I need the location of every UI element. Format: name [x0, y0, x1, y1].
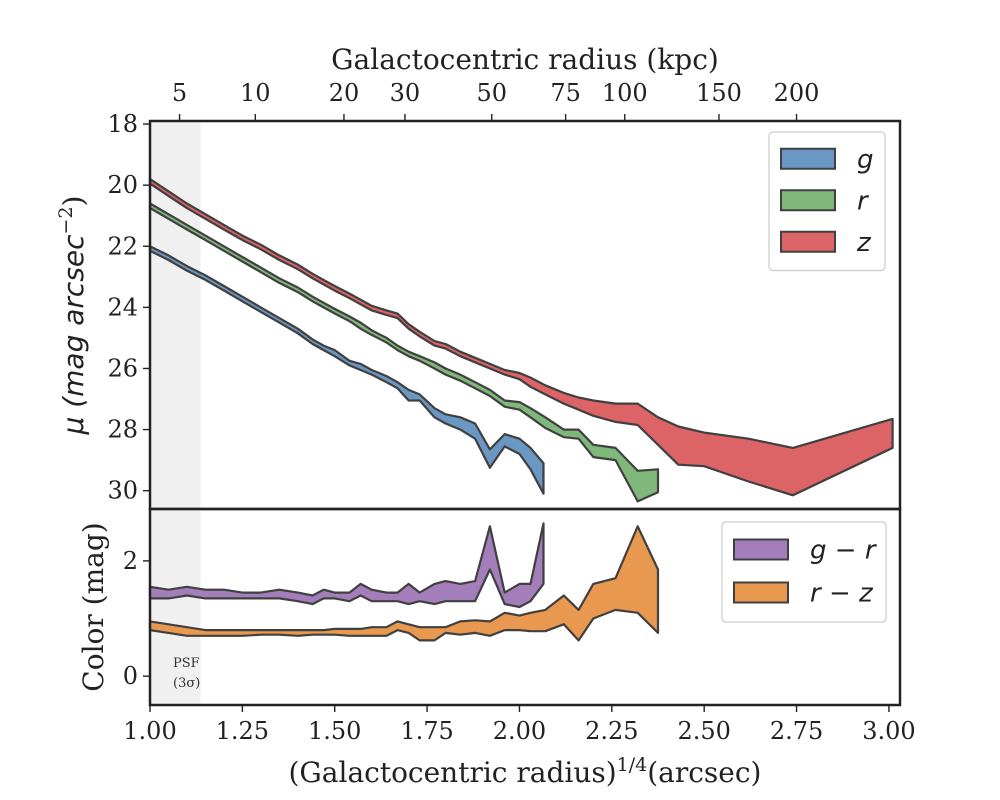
x-tick-label: 2.50	[677, 717, 730, 745]
y-tick-label: 30	[107, 477, 138, 505]
y-axis-label-close: )	[57, 196, 90, 207]
y-tick-label: 24	[107, 293, 138, 321]
legend-label-z: z	[856, 228, 872, 258]
top-x-tick-label: 20	[329, 79, 360, 107]
top-x-axis-kpc: 5 10 20 30 50 75 100 150 200	[172, 79, 820, 121]
x-axis-label-unit: (arcsec)	[647, 756, 761, 789]
top-x-tick-label: 200	[774, 79, 820, 107]
x-tick-label: 2.25	[585, 717, 638, 745]
legend-swatch-g	[780, 147, 836, 170]
top-x-tick-label: 100	[602, 79, 648, 107]
x-tick-label: 3.00	[862, 717, 915, 745]
psf-label-line2: (3σ)	[173, 676, 200, 691]
top-x-tick-label: 5	[172, 79, 187, 107]
legend-label-r: r	[857, 186, 870, 216]
band-g	[148, 245, 545, 495]
legend-swatch-r-z	[733, 581, 789, 604]
x-axis-label-main: (Galactocentric radius)	[289, 756, 617, 789]
legend-swatch-r	[780, 189, 836, 212]
y-axis-label-main: μ (mag arcsec	[57, 234, 90, 436]
legend-swatch-g-r	[733, 538, 789, 561]
surface-brightness-panel: 18 20 22 24 26 28 30 5 10 20 30 50 75 100 150 200 grz	[107, 79, 902, 511]
legend-label-g-r: g − r	[810, 536, 878, 566]
x-tick-label: 1.00	[123, 717, 176, 745]
band-z	[148, 177, 894, 497]
top-x-tick-label: 50	[476, 79, 507, 107]
psf-shade-region-bottom	[150, 509, 201, 705]
band-legend: grz	[768, 131, 886, 272]
surface-brightness-bands	[148, 177, 894, 503]
bottom-panel-frame	[148, 507, 902, 707]
color-panel: 02 1.00 1.25 1.50 1.75 2.00 2.25 2.50 2.75 3.00 …	[123, 507, 916, 745]
y-tick-label: 18	[107, 110, 138, 138]
y-axis-ticks-top: 18 20 22 24 26 28 30	[107, 110, 150, 505]
top-x-axis-label: Galactocentric radius (kpc)	[331, 43, 719, 76]
y-tick-label: 26	[107, 354, 138, 382]
psf-shade-region-top	[150, 121, 201, 509]
y-axis-label-sup: −2	[55, 206, 77, 234]
band-r	[148, 202, 660, 503]
top-x-tick-label: 75	[550, 79, 581, 107]
x-axis-label-sup: 1/4	[617, 754, 648, 776]
color-legend: g − r r − z	[721, 521, 887, 623]
top-x-tick-label: 30	[390, 79, 421, 107]
legend-swatch-z	[780, 230, 836, 253]
x-axis-label: (Galactocentric radius)1/4(arcsec)	[289, 754, 762, 789]
x-tick-label: 1.50	[308, 717, 361, 745]
color-band-g-r	[148, 522, 545, 609]
psf-shade-top	[150, 121, 201, 509]
color-band-r-z	[148, 525, 660, 642]
y-tick-label: 20	[107, 171, 138, 199]
y-axis-ticks-bottom: 02	[123, 547, 150, 690]
x-tick-label: 1.75	[400, 717, 453, 745]
psf-shade-bottom	[150, 509, 201, 705]
x-axis-ticks: 1.00 1.25 1.50 1.75 2.00 2.25 2.50 2.75 3.00	[123, 705, 916, 745]
top-x-tick-label: 10	[240, 79, 271, 107]
color-y-tick-label: 0	[123, 662, 138, 690]
legend-label-r-z: r − z	[810, 579, 874, 609]
legend-label-g: g	[857, 145, 874, 175]
x-tick-label: 2.00	[493, 717, 546, 745]
y-axis-label-bottom: Color (mag)	[77, 522, 110, 691]
psf-label-line1: PSF	[173, 656, 200, 671]
x-tick-label: 2.75	[770, 717, 823, 745]
color-bands	[148, 522, 660, 642]
y-axis-label-top: μ (mag arcsec−2)	[55, 196, 90, 436]
x-tick-label: 1.25	[216, 717, 269, 745]
y-tick-label: 22	[107, 232, 138, 260]
y-tick-label: 28	[107, 416, 138, 444]
top-x-tick-label: 150	[696, 79, 742, 107]
color-y-tick-label: 2	[123, 547, 138, 575]
